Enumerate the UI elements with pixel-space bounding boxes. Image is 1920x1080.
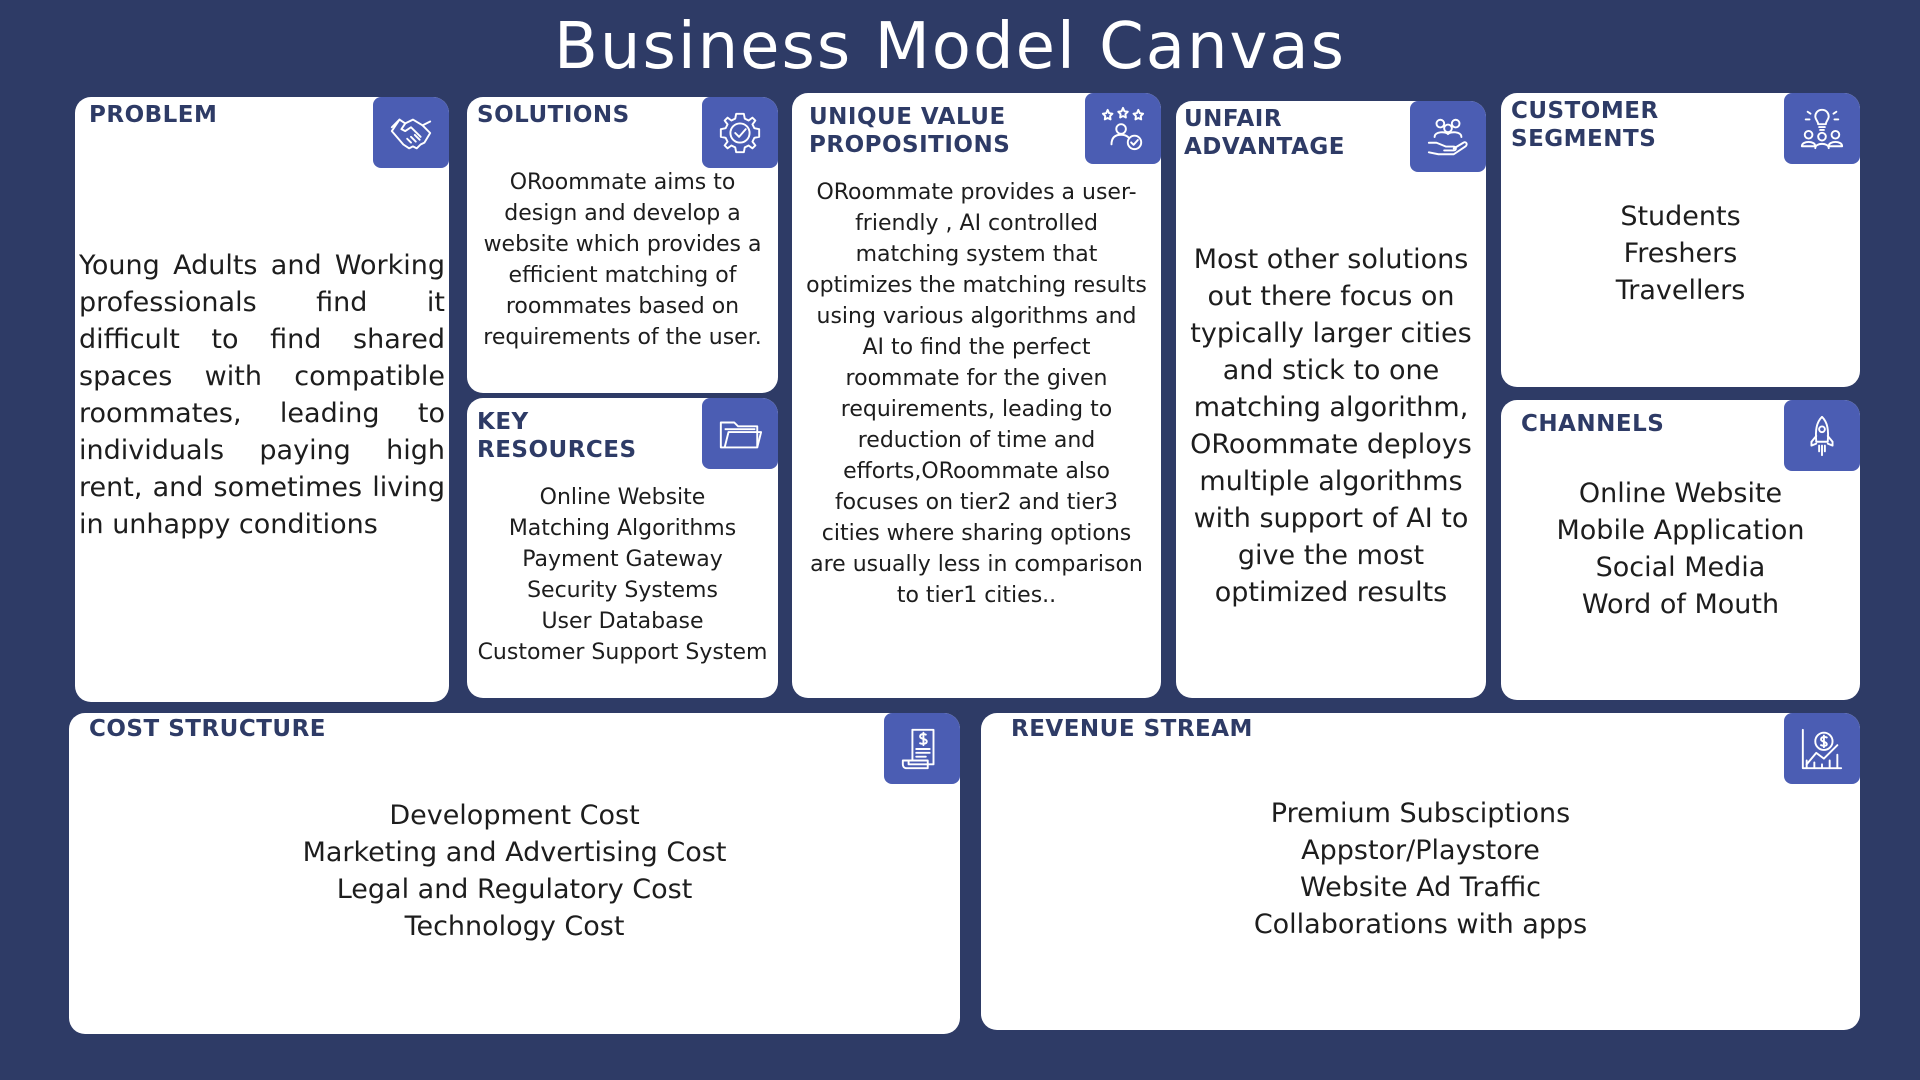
folder-icon: [702, 398, 778, 469]
problem-heading: PROBLEM: [89, 102, 218, 128]
user-rating-icon: [1085, 93, 1161, 164]
customer-segments-text: Students Freshers Travellers: [1615, 201, 1746, 306]
cost-structure-card: COST STRUCTURE Development Cost Marketin…: [69, 713, 960, 1034]
solutions-heading: SOLUTIONS: [477, 102, 630, 128]
revenue-stream-heading: REVENUE STREAM: [1011, 716, 1253, 742]
problem-text: Young Adults and Working professionals f…: [79, 250, 445, 540]
key-resources-text: Online Website Matching Algorithms Payme…: [477, 485, 768, 665]
unfair-advantage-card: UNFAIR ADVANTAGE Most other solutions ou…: [1176, 101, 1486, 698]
channels-card: CHANNELS Online Website Mobile Applicati…: [1501, 400, 1860, 700]
revenue-chart-icon: [1784, 713, 1860, 784]
key-resources-card: KEY RESOURCES Online Website Matching Al…: [467, 398, 778, 698]
people-idea-icon: [1784, 93, 1860, 164]
unique-value-card: UNIQUE VALUE PROPOSITIONS ORoommate prov…: [792, 93, 1161, 698]
revenue-stream-card: REVENUE STREAM Premium Subsciptions Apps…: [981, 713, 1860, 1030]
problem-card: PROBLEM Young Adults and Working profess…: [75, 97, 449, 702]
cost-structure-text: Development Cost Marketing and Advertisi…: [302, 800, 727, 942]
customer-segments-card: CUSTOMER SEGMENTS Students Freshers Trav…: [1501, 93, 1860, 387]
invoice-icon: [884, 713, 960, 784]
cost-structure-heading: COST STRUCTURE: [89, 716, 326, 742]
unfair-advantage-heading: UNFAIR ADVANTAGE: [1184, 106, 1345, 160]
channels-heading: CHANNELS: [1521, 411, 1665, 437]
unfair-advantage-text: Most other solutions out there focus on …: [1190, 244, 1472, 608]
group-hand-icon: [1410, 101, 1486, 172]
gear-check-icon: [702, 97, 778, 168]
unique-value-text: ORoommate provides a user- friendly , AI…: [806, 180, 1147, 608]
revenue-stream-text: Premium Subsciptions Appstor/Playstore W…: [1253, 798, 1588, 940]
unique-value-heading: UNIQUE VALUE PROPOSITIONS: [809, 104, 1011, 158]
handshake-icon: [373, 97, 449, 168]
customer-segments-heading: CUSTOMER SEGMENTS: [1511, 98, 1659, 152]
solutions-text: ORoommate aims to design and develop a w…: [483, 170, 762, 350]
solutions-card: SOLUTIONS ORoommate aims to design and d…: [467, 97, 778, 393]
key-resources-heading: KEY RESOURCES: [477, 409, 637, 463]
page-title: Business Model Canvas: [554, 10, 1346, 84]
channels-text: Online Website Mobile Application Social…: [1556, 478, 1805, 620]
rocket-icon: [1784, 400, 1860, 471]
